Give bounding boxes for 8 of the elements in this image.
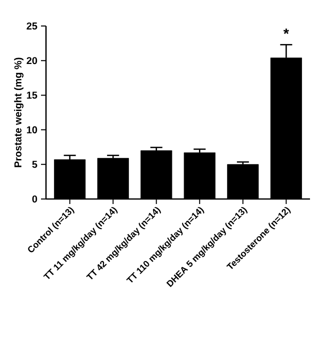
y-tick-label: 20 (26, 57, 38, 64)
y-tick-label: 15 (26, 92, 38, 99)
y-tick-label: 25 (26, 22, 38, 30)
y-tick-label: 5 (32, 160, 38, 168)
y-axis-title: Prostate weight (mg %) (14, 58, 24, 168)
annotation: * (283, 28, 289, 34)
y-tick-label: 10 (26, 126, 38, 134)
y-tick-label: 0 (32, 195, 38, 203)
